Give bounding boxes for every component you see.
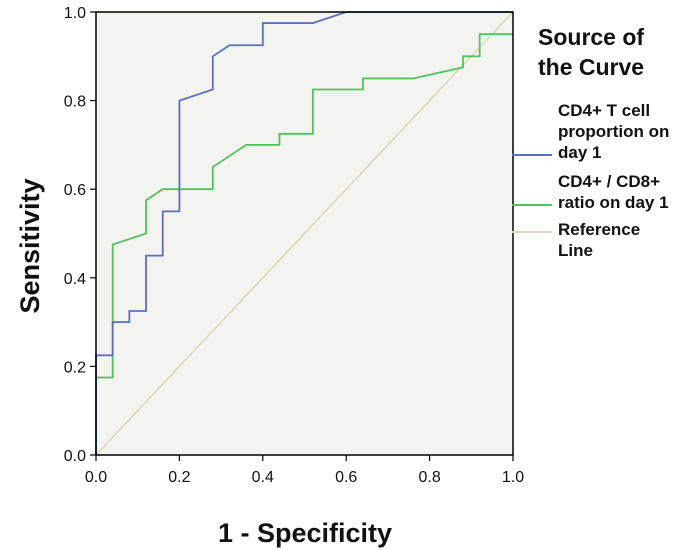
y-tick-label: 0.2 xyxy=(64,359,86,376)
y-tick-label: 0.8 xyxy=(64,94,86,111)
series-line-0 xyxy=(95,11,513,455)
legend-label: Reference Line xyxy=(558,220,641,260)
legend-title: Source of the Curve xyxy=(538,24,645,80)
legend-swatch-cd4-proportion xyxy=(512,154,552,156)
x-tick-label: 0.4 xyxy=(252,469,274,486)
series-line-1 xyxy=(95,33,513,455)
y-tick-label: 0.0 xyxy=(64,448,86,465)
x-tick-label: 0.2 xyxy=(168,469,190,486)
legend-item-cd4-cd8-ratio: CD4+ / CD8+ ratio on day 1 xyxy=(512,171,679,213)
y-axis-title: Sensitivity xyxy=(15,178,45,313)
legend-swatch-reference-line xyxy=(512,231,552,233)
legend-label: CD4+ T cell proportion on day 1 xyxy=(558,101,670,162)
y-tick-label: 0.4 xyxy=(64,271,86,288)
x-axis-title: 1 - Specificity xyxy=(218,518,392,548)
x-tick-label: 0.8 xyxy=(418,469,440,486)
y-tick-label: 1.0 xyxy=(64,5,86,22)
series-layer xyxy=(95,11,514,456)
series-line-2 xyxy=(95,11,514,456)
legend-swatch-cd4-cd8-ratio xyxy=(512,204,552,206)
x-tick-label: 0.0 xyxy=(85,469,107,486)
legend-item-cd4-proportion: CD4+ T cell proportion on day 1 xyxy=(512,100,679,163)
legend: Source of the Curve CD4+ T cell proporti… xyxy=(512,22,679,261)
plot-frame xyxy=(95,11,514,456)
axis-layer: 0.0 0.2 0.4 0.6 0.8 1.0 0.0 0.2 0.4 0.6 0.8 1.0 xyxy=(64,5,524,486)
y-tick-label: 0.6 xyxy=(64,182,86,199)
x-tick-label: 1.0 xyxy=(502,469,524,486)
legend-item-reference-line: Reference Line xyxy=(512,219,679,261)
x-tick-label: 0.6 xyxy=(335,469,357,486)
legend-label: CD4+ / CD8+ ratio on day 1 xyxy=(558,172,669,212)
